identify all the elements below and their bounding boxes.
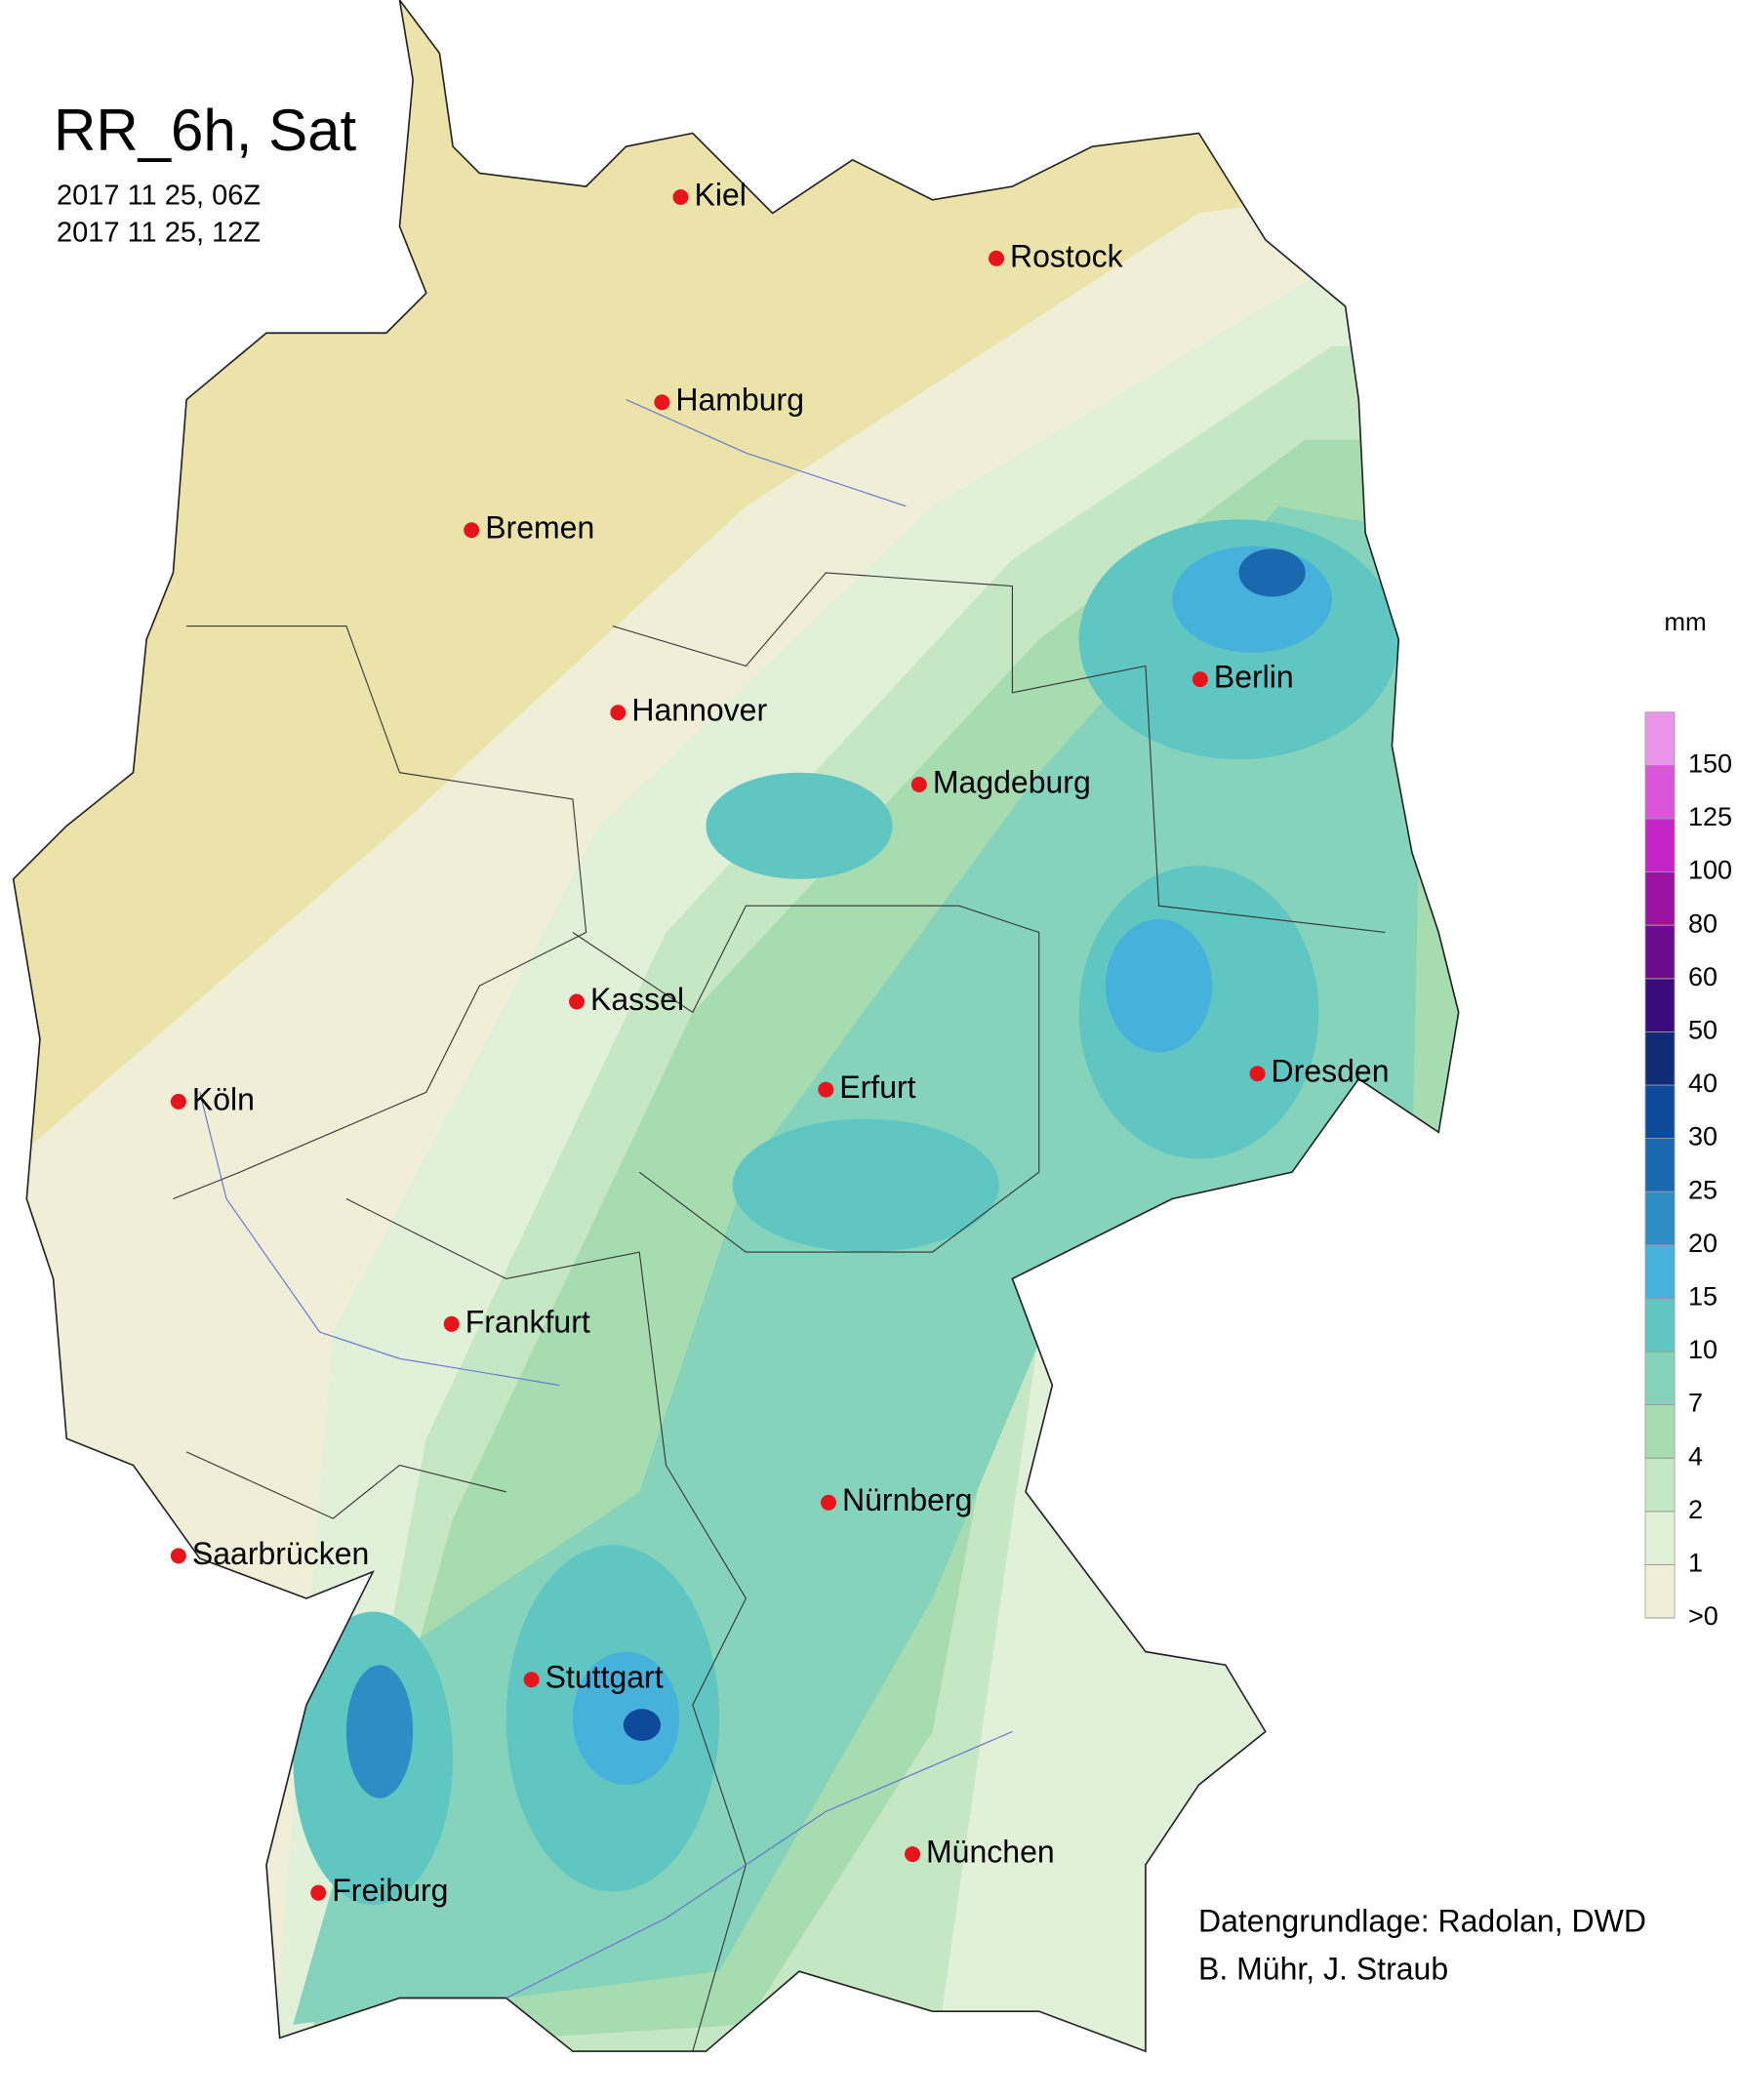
city-label: Frankfurt: [465, 1304, 590, 1339]
city-marker: [610, 705, 626, 721]
colorbar-segment: [1644, 1031, 1676, 1086]
city-label: Hannover: [631, 693, 767, 728]
colorbar-label: 50: [1688, 1016, 1718, 1045]
city-label: München: [926, 1835, 1055, 1870]
colorbar-segment: [1644, 1084, 1676, 1139]
colorbar-label: 1: [1688, 1549, 1703, 1578]
legend-unit: mm: [1664, 607, 1706, 636]
colorbar-segment: [1644, 711, 1676, 766]
city-marker: [910, 776, 927, 792]
city-marker: [310, 1884, 327, 1901]
city-label: Hamburg: [675, 383, 804, 418]
colorbar-label: 15: [1688, 1282, 1718, 1312]
city-marker: [464, 522, 480, 539]
colorbar-label: 2: [1688, 1495, 1703, 1524]
city-marker: [672, 189, 689, 206]
colorbar-segment: [1644, 1511, 1676, 1565]
colorbar-segment: [1644, 1351, 1676, 1405]
city-marker: [443, 1315, 460, 1332]
colorbar-label: 30: [1688, 1122, 1718, 1151]
city-marker: [523, 1672, 540, 1688]
colorbar-segment: [1644, 1457, 1676, 1513]
city-marker: [569, 993, 586, 1010]
colorbar-segment: [1644, 765, 1676, 820]
colorbar-label: >0: [1688, 1601, 1718, 1631]
city-marker: [818, 1081, 834, 1098]
colorbar-segment: [1644, 1298, 1676, 1353]
colorbar-label: 60: [1688, 962, 1718, 991]
colorbar-segment: [1644, 978, 1676, 1032]
credit-source: Datengrundlage: Radolan, DWD: [1198, 1903, 1646, 1938]
colorbar-segment: [1644, 1244, 1676, 1299]
end-time: 2017 11 25, 12Z: [57, 218, 261, 249]
city-label: Bremen: [485, 510, 594, 545]
colorbar-label: 7: [1688, 1389, 1703, 1418]
city-label: Nürnberg: [842, 1482, 972, 1517]
city-label: Stuttgart: [546, 1660, 664, 1695]
city-label: Rostock: [1010, 238, 1124, 273]
colorbar-segment: [1644, 871, 1676, 926]
colorbar-segment: [1644, 1404, 1676, 1459]
colorbar-label: 40: [1688, 1069, 1718, 1098]
colorbar-label: 10: [1688, 1335, 1718, 1364]
credit-authors: B. Mühr, J. Straub: [1198, 1951, 1448, 1986]
city-marker: [654, 394, 670, 411]
city-label: Kiel: [695, 177, 747, 212]
start-time: 2017 11 25, 06Z: [57, 181, 261, 212]
city-label: Berlin: [1214, 660, 1294, 695]
colorbar-segment: [1644, 1138, 1676, 1192]
map-title: RR_6h, Sat: [54, 98, 356, 163]
city-marker: [1192, 671, 1208, 688]
city-marker: [989, 250, 1005, 266]
city-label: Köln: [192, 1081, 255, 1116]
colorbar-segment: [1644, 1564, 1676, 1619]
city-label: Kassel: [590, 982, 684, 1017]
city-label: Saarbrücken: [192, 1536, 369, 1571]
city-marker: [170, 1093, 186, 1110]
colorbar-segment: [1644, 1191, 1676, 1246]
city-label: Freiburg: [332, 1873, 448, 1908]
city-label: Magdeburg: [933, 764, 1091, 799]
colorbar-segment: [1644, 818, 1676, 872]
colorbar-label: 20: [1688, 1229, 1718, 1258]
colorbar-segment: [1644, 924, 1676, 980]
city-marker: [905, 1846, 921, 1863]
city-marker: [170, 1548, 186, 1564]
city-marker: [1249, 1066, 1266, 1082]
colorbar-label: 100: [1688, 856, 1732, 885]
city-label: Erfurt: [839, 1070, 915, 1105]
colorbar-label: 4: [1688, 1441, 1703, 1471]
precipitation-field: [12, 0, 1460, 2052]
colorbar-label: 125: [1688, 802, 1732, 831]
colorbar-label: 150: [1688, 749, 1732, 779]
city-label: Dresden: [1272, 1054, 1390, 1089]
colorbar-label: 25: [1688, 1175, 1718, 1204]
city-marker: [821, 1494, 837, 1511]
colorbar-label: 80: [1688, 909, 1718, 938]
